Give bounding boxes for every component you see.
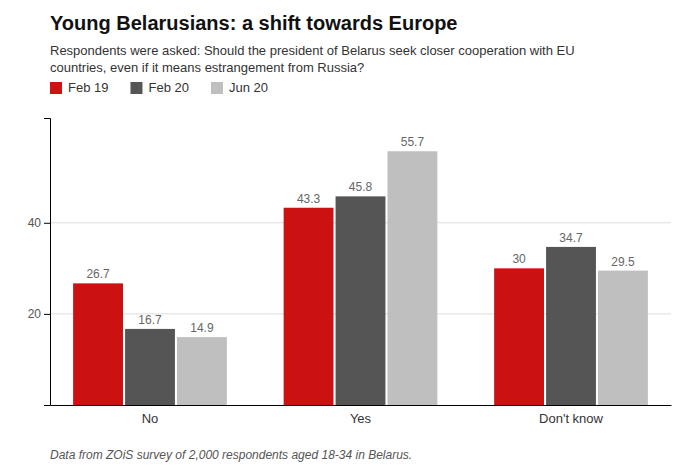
x-tick-label: No bbox=[142, 411, 159, 426]
series bbox=[177, 151, 648, 405]
bar bbox=[73, 283, 123, 405]
bar bbox=[177, 337, 227, 405]
x-tick: No bbox=[142, 411, 159, 426]
legend: Feb 19 Feb 20 Jun 20 bbox=[50, 80, 268, 95]
subtitle-line: countries, even if it means estrangement… bbox=[50, 60, 364, 75]
legend-swatch bbox=[130, 82, 142, 94]
plot: 2040NoYesDon't know26.743.33016.745.834.… bbox=[28, 119, 672, 427]
legend-item: Feb 19 bbox=[50, 80, 108, 95]
data-label: 14.9 bbox=[190, 321, 214, 335]
x-axis: No Yes Don't know bbox=[51, 406, 672, 427]
y-tick-label: 20 bbox=[28, 307, 42, 321]
x-tick-label: Yes bbox=[350, 411, 372, 426]
x-axis-line bbox=[51, 405, 672, 406]
data-labels: 26.7 43.3 30 16.7 45.8 34.7 14.9 55.7 29.5 bbox=[86, 135, 635, 335]
y-tick: 40 bbox=[28, 216, 50, 230]
data-label: 26.7 bbox=[86, 267, 110, 281]
legend-label: Feb 19 bbox=[68, 80, 108, 95]
data-label: 55.7 bbox=[401, 135, 425, 149]
bar bbox=[125, 329, 175, 405]
y-tick-label: 40 bbox=[28, 216, 42, 230]
legend-item: Jun 20 bbox=[211, 80, 268, 95]
bar bbox=[494, 268, 544, 405]
subtitle-line: Respondents were asked: Should the presi… bbox=[50, 43, 575, 58]
x-tick: Yes bbox=[350, 411, 372, 426]
bar bbox=[336, 196, 386, 405]
data-label: 29.5 bbox=[611, 255, 635, 269]
data-label: 34.7 bbox=[559, 231, 583, 245]
bars bbox=[73, 151, 648, 405]
legend-item: Feb 20 bbox=[130, 80, 188, 95]
bar bbox=[598, 271, 648, 405]
series bbox=[73, 208, 544, 405]
data-label: 16.7 bbox=[138, 313, 162, 327]
legend-label: Jun 20 bbox=[229, 80, 268, 95]
bar bbox=[284, 208, 334, 405]
y-tick-mark bbox=[44, 223, 50, 224]
footnote: Data from ZOiS survey of 2,000 responden… bbox=[50, 448, 412, 462]
y-axis-line bbox=[44, 119, 51, 406]
data-label: 43.3 bbox=[297, 192, 321, 206]
legend-label: Feb 20 bbox=[148, 80, 188, 95]
subtitle: Respondents were asked: Should the presi… bbox=[50, 43, 575, 75]
data-label: 30 bbox=[512, 252, 526, 266]
data-label: 45.8 bbox=[349, 180, 373, 194]
y-tick-mark bbox=[44, 314, 50, 315]
bar bbox=[546, 247, 596, 405]
chart: Young Belarusians: a shift towards Europ… bbox=[0, 0, 695, 471]
x-tick: Don't know bbox=[539, 411, 604, 426]
y-axis: 2040 bbox=[28, 119, 51, 406]
title: Young Belarusians: a shift towards Europ… bbox=[50, 12, 457, 34]
x-tick-label: Don't know bbox=[539, 411, 604, 426]
y-tick: 20 bbox=[28, 307, 50, 321]
series bbox=[125, 196, 596, 405]
legend-swatch bbox=[50, 82, 62, 94]
legend-swatch bbox=[211, 82, 223, 94]
bar bbox=[388, 151, 438, 405]
